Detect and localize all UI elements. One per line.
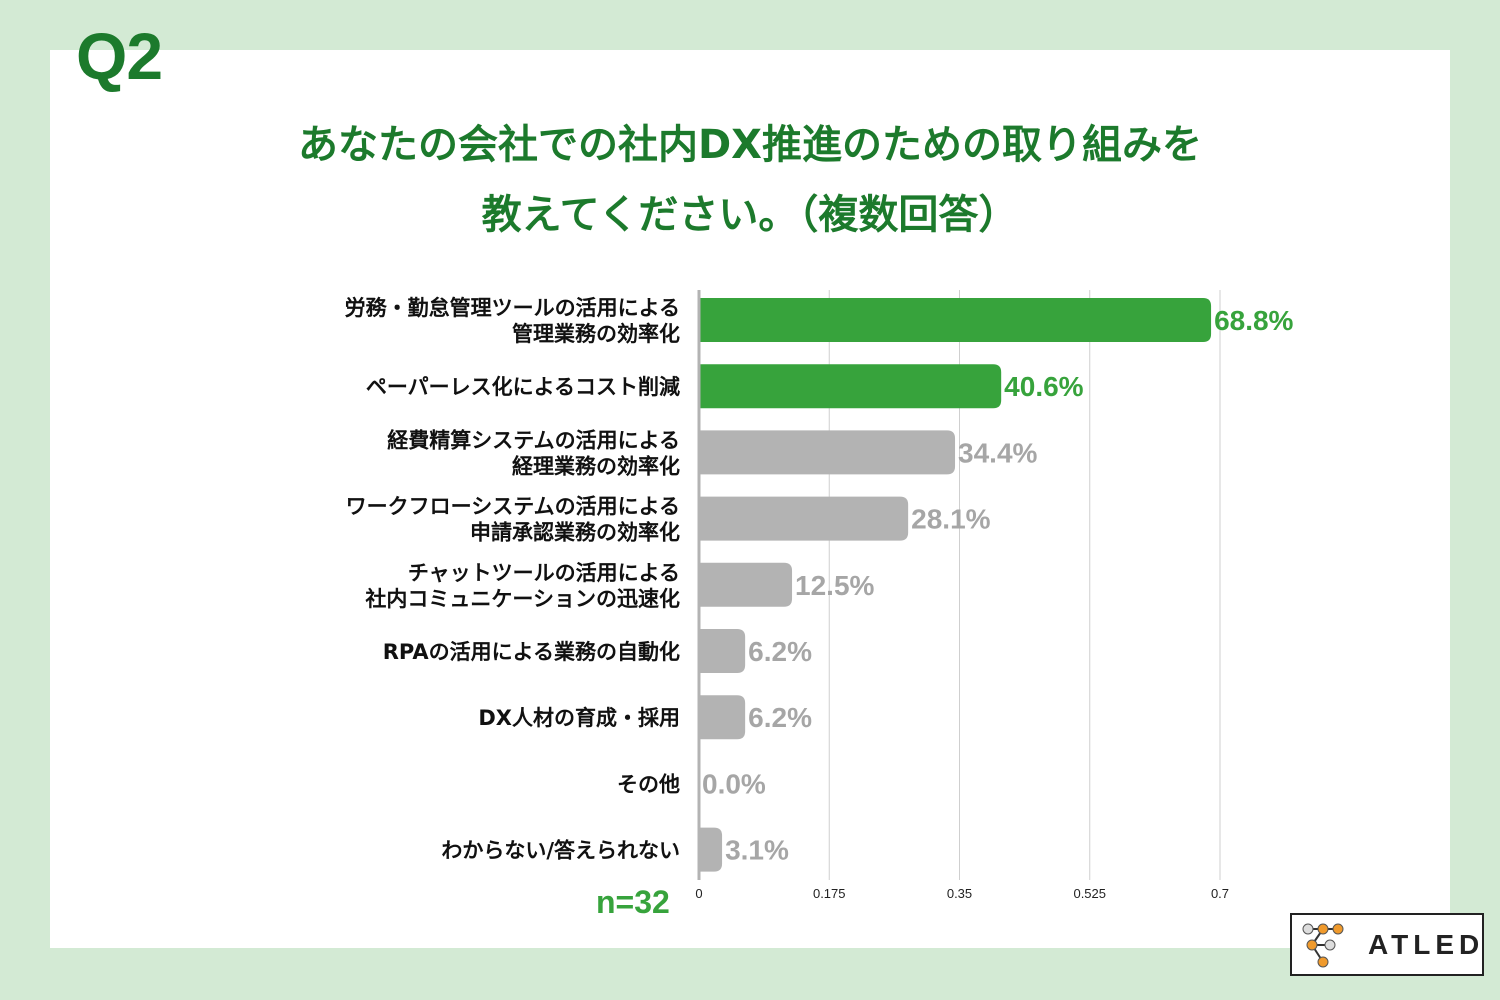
x-tick-label: 0 [695, 886, 702, 901]
bar [699, 562, 793, 607]
bar [699, 629, 746, 673]
chart-title-line1: あなたの会社での社内DX推進のための取り組みを [297, 122, 1203, 168]
category-label: わからない/答えられない [441, 839, 680, 863]
category-label: 経理業務の効率化 [512, 454, 680, 478]
data-label: 12.5% [795, 570, 874, 601]
bar [699, 430, 956, 475]
question-number: Q2 [76, 19, 163, 93]
x-tick-label: 0.175 [813, 886, 846, 901]
data-label: 34.4% [958, 437, 1037, 468]
category-label: その他 [617, 772, 680, 796]
category-label: 申請承認業務の効率化 [470, 521, 680, 545]
data-label: 3.1% [725, 835, 789, 866]
category-label: 労務・勤怠管理ツールの活用による [345, 296, 680, 320]
atled-logo: ATLED [1290, 913, 1484, 976]
x-tick-label: 0.7 [1211, 886, 1229, 901]
category-label: ワークフローシステムの活用による [346, 495, 680, 519]
data-label: 40.6% [1004, 371, 1083, 402]
data-label: 6.2% [748, 702, 812, 733]
chart-title-line2: 教えてください。（複数回答） [481, 192, 1019, 238]
bar [699, 827, 723, 872]
bar [699, 695, 746, 740]
category-label: RPAの活用による業務の自動化 [383, 640, 680, 664]
data-label: 0.0% [702, 768, 766, 799]
category-label: 社内コミュニケーションの迅速化 [364, 587, 680, 611]
category-label: 管理業務の効率化 [512, 322, 680, 346]
bar [699, 496, 909, 541]
bar [699, 298, 1212, 342]
category-label: DX人材の育成・採用 [478, 706, 680, 730]
logo-text: ATLED [1368, 929, 1485, 960]
category-label: 経費精算システムの活用による [387, 428, 680, 452]
data-label: 6.2% [748, 636, 812, 667]
x-tick-label: 0.35 [947, 886, 972, 901]
data-label: 28.1% [911, 504, 990, 535]
sample-size: n=32 [596, 884, 670, 920]
logo-network-icon [1302, 923, 1344, 968]
category-label: チャットツールの活用による [408, 561, 680, 585]
category-label: ペーパーレス化によるコスト削減 [366, 375, 680, 399]
data-label: 68.8% [1214, 305, 1293, 336]
bar [699, 364, 1002, 409]
x-tick-label: 0.525 [1073, 886, 1106, 901]
